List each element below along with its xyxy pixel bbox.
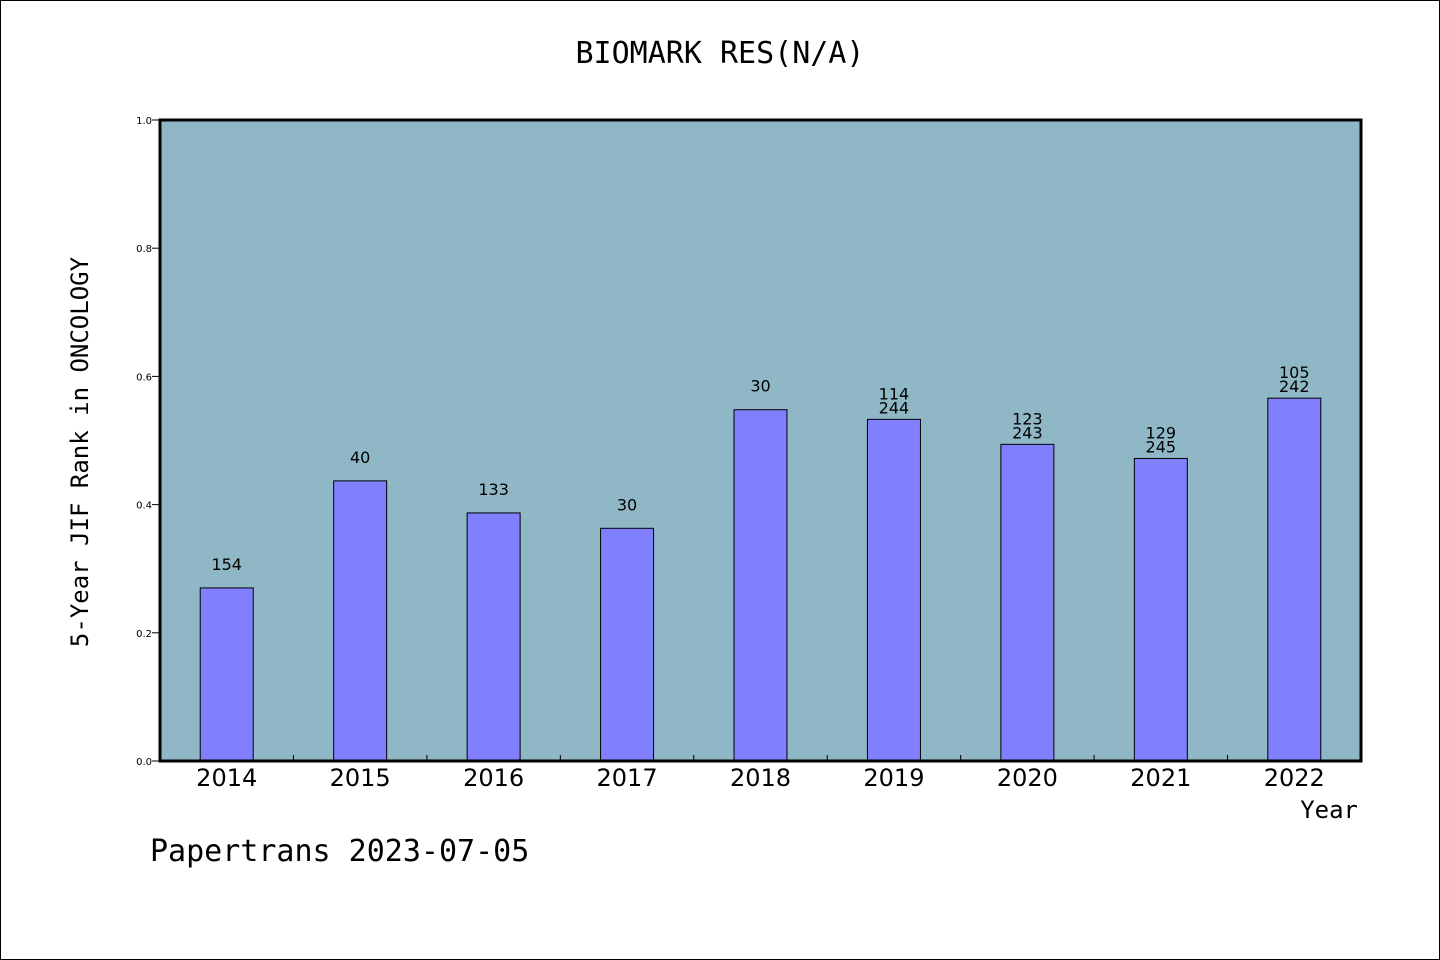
bar-data-label: 129 [1146,423,1177,442]
bar-data-label: 133 [478,480,509,499]
bar-data-label: 114 [879,384,910,403]
bar-2014 [199,587,254,762]
bar-data-label: 154 [211,555,242,574]
bar-data-label: 242 [1279,377,1310,396]
bar-data-label: 30 [750,377,770,396]
bar-data-label: 123 [1012,409,1043,428]
x-tick-label: 2021 [1130,764,1191,792]
plot-border [158,118,1363,763]
bar-data-label: 244 [879,398,910,417]
bar-data-label: 245 [1146,437,1177,456]
bar-2020 [1000,443,1055,762]
y-tick-label: 0.4 [136,501,152,512]
x-tick-label: 2014 [196,764,257,792]
bar-2022 [1267,397,1322,762]
y-tick-label: 0.8 [136,244,152,255]
bar-data-label: 40 [350,448,370,467]
bar-data-label: 30 [617,495,637,514]
x-tick-label: 2020 [997,764,1058,792]
y-tick-label: 0.0 [136,757,152,768]
x-tick-label: 2015 [330,764,391,792]
bar-2018 [733,409,788,762]
bar-2016 [466,512,521,762]
y-tick-label: 1.0 [136,116,152,127]
bar-2019 [866,418,921,762]
chart-title: BIOMARK RES(N/A) [575,36,865,71]
x-tick-label: 2016 [463,764,524,792]
bar-2021 [1133,457,1188,762]
bar-2015 [333,480,388,762]
bar-data-label: 105 [1279,363,1310,382]
x-axis-label: Year [1300,796,1358,824]
bar-data-label: 243 [1012,423,1043,442]
x-tick-label: 2017 [597,764,658,792]
x-tick-label: 2018 [730,764,791,792]
y-tick-label: 0.2 [136,629,152,640]
footer-credit: Papertrans 2023-07-05 [150,834,530,869]
bar-2017 [600,527,655,762]
x-tick-label: 2022 [1264,764,1325,792]
y-tick-label: 0.6 [136,372,152,383]
x-tick-label: 2019 [863,764,924,792]
